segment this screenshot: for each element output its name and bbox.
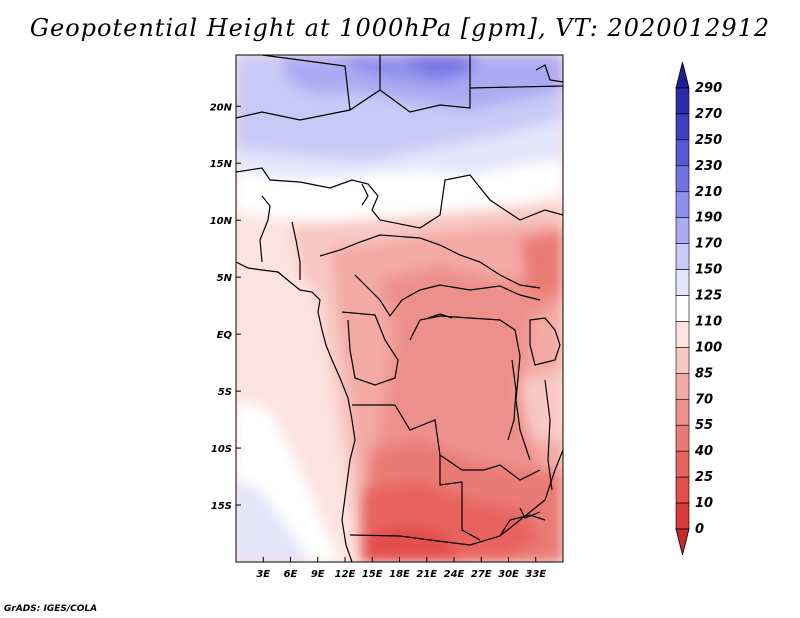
- colorbar-segment: [675, 476, 690, 504]
- x-tick-label: 18E: [389, 569, 410, 580]
- x-tick-label: 21E: [416, 569, 437, 580]
- colorbar-segment: [675, 450, 690, 478]
- colorbar-bottom-arrow: [675, 528, 690, 556]
- colorbar-top-arrow: [675, 61, 690, 89]
- colorbar-label: 70: [695, 392, 713, 407]
- footer-credit: GrADS: IGES/COLA: [4, 604, 98, 614]
- colorbar-segment: [675, 243, 690, 270]
- colorbar-label: 85: [695, 366, 713, 381]
- colorbar-label: 210: [695, 185, 722, 200]
- colorbar-segment: [675, 424, 690, 452]
- colorbar-label: 270: [695, 107, 722, 122]
- colorbar-label: 110: [695, 314, 722, 329]
- x-tick-label: 33E: [525, 569, 546, 580]
- colorbar-segment: [675, 347, 690, 374]
- colorbar-label: 230: [695, 159, 722, 174]
- colorbar-label: 10: [695, 496, 713, 511]
- colorbar-label: 100: [695, 340, 722, 355]
- colorbar-segment: [675, 269, 690, 296]
- y-tick-label: 5N: [217, 273, 233, 284]
- x-tick-label: 27E: [471, 569, 492, 580]
- colorbar-label: 40: [694, 444, 713, 459]
- y-tick-label: 10S: [211, 444, 232, 455]
- y-tick-label: 15S: [211, 501, 232, 512]
- x-tick-label: 24E: [444, 569, 465, 580]
- colorbar-label: 150: [695, 263, 722, 278]
- y-tick-label: 10N: [210, 216, 233, 227]
- x-tick-label: 30E: [498, 569, 519, 580]
- y-tick-label: 15N: [210, 159, 233, 170]
- y-axis: 20N 15N 10N 5N EQ 5S 10S 15S: [210, 102, 241, 512]
- colorbar-segment: [675, 321, 690, 348]
- colorbar-label: 170: [695, 237, 722, 252]
- x-axis: 3E 6E 9E 12E 15E 18E 21E 24E 27E 30E 33E: [256, 557, 546, 580]
- coastlines-borders: [236, 55, 563, 562]
- colorbar-segment: [675, 139, 690, 167]
- colorbar-segment: [675, 398, 690, 426]
- colorbar-segment: [675, 373, 690, 400]
- colorbar-segment: [675, 87, 690, 115]
- x-tick-label: 12E: [335, 569, 356, 580]
- colorbar-label: 250: [695, 133, 722, 148]
- y-tick-label: 20N: [210, 102, 233, 113]
- colorbar-segment: [675, 165, 690, 193]
- colorbar-label: 190: [695, 211, 722, 226]
- x-tick-label: 9E: [311, 569, 325, 580]
- colorbar-segment: [675, 217, 690, 244]
- colorbar-segment: [675, 295, 690, 322]
- colorbar-segment: [675, 502, 690, 530]
- colorbar-segment: [675, 191, 690, 219]
- colorbar-label: 125: [695, 289, 722, 304]
- x-tick-label: 6E: [284, 569, 298, 580]
- colorbar-segment: [675, 113, 690, 141]
- colorbar-label: 55: [695, 418, 713, 433]
- y-tick-label: 5S: [218, 387, 232, 398]
- height-field: [236, 55, 563, 562]
- colorbar-label: 25: [695, 470, 713, 485]
- colorbar-label: 0: [695, 522, 704, 537]
- x-tick-label: 3E: [256, 569, 270, 580]
- colorbar: 0 10 25 40 55 70 85 100 110 125 150 170 190 210 230 250…: [675, 61, 722, 556]
- chart-title: Geopotential Height at 1000hPa [gpm], VT…: [29, 14, 771, 42]
- y-tick-label: EQ: [217, 330, 233, 341]
- colorbar-label: 290: [695, 81, 722, 96]
- x-tick-label: 15E: [362, 569, 383, 580]
